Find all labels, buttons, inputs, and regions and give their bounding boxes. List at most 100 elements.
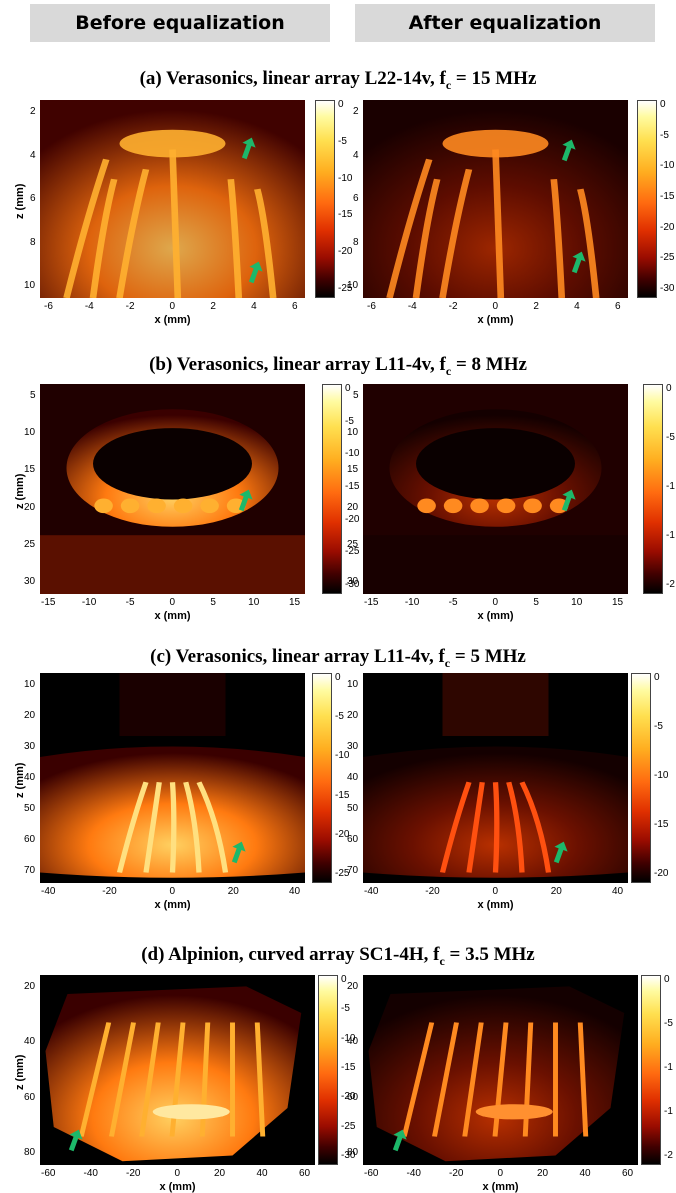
- panel-a-after-x-label: x (mm): [477, 314, 514, 326]
- panel-c-after-image: [363, 673, 628, 883]
- panel-d-after-colorbar-tick: -1: [664, 1062, 673, 1073]
- hepatic-vessel-4: [196, 781, 229, 873]
- panel-d-after-colorbar-tick: -2: [664, 1150, 673, 1161]
- panel-a-before-x-tick: 0: [169, 301, 176, 312]
- panel-b-after-x-tick: -5: [448, 597, 458, 608]
- panel-b-after-x-tick: -15: [364, 597, 379, 608]
- panel-a-after-colorbar-tick: -15: [660, 191, 675, 202]
- panel-a-after-z-tick: 2: [353, 106, 359, 117]
- green-arrow-icon: [392, 1129, 407, 1152]
- panel-b-after-z-tick: 5: [353, 390, 359, 401]
- ultrasound-image-svg: [40, 975, 315, 1165]
- green-arrow-shape: [248, 261, 263, 284]
- panel-a-before-colorbar: [315, 100, 335, 298]
- deep-tissue: [363, 535, 628, 594]
- panel-a-before-x-tick: 6: [292, 301, 298, 312]
- panel-d-before-x-tick: -20: [126, 1168, 141, 1179]
- organ-vessel-4: [199, 1022, 211, 1137]
- cortical-vessel-4: [523, 498, 542, 514]
- vessel-1: [116, 168, 150, 298]
- panel-d-before-colorbar-tick: -30: [341, 1150, 356, 1161]
- panel-d-before-x-tick: 0: [174, 1168, 181, 1179]
- green-arrow-shape: [571, 251, 586, 274]
- panel-b-before-x-tick: -15: [41, 597, 56, 608]
- panel-a-before-colorbar-tick: -25: [338, 283, 353, 294]
- organ-vessel-1: [432, 1022, 459, 1137]
- panel-b-before-z-tick: 5: [30, 390, 36, 401]
- panel-a-before-x-tick: -6: [44, 301, 53, 312]
- panel-c-before-z-tick: 30: [24, 741, 36, 752]
- panel-c-before-colorbar-tick: -5: [335, 711, 344, 723]
- panel-a-before-z-tick: 4: [30, 149, 36, 161]
- panel-d-before-x-label: x (mm): [159, 1181, 196, 1193]
- panel-title-subscript: c: [444, 655, 451, 670]
- panel-c-before-x-tick: -40: [41, 886, 56, 897]
- panel-c-after-x-tick: -40: [364, 886, 379, 897]
- panel-a-after-colorbar-tick: -10: [660, 160, 675, 172]
- panel-a-before-colorbar-tick: -10: [338, 172, 353, 184]
- vessel-0: [63, 158, 110, 298]
- panel-c-before-colorbar: [312, 673, 332, 883]
- near-field: [442, 673, 549, 736]
- panel-b-z-label: z (mm): [14, 473, 26, 509]
- panel-c-before-colorbar-tick: -10: [335, 750, 350, 762]
- ultrasound-image-svg: [363, 975, 638, 1165]
- panel-a-before-x-label: x (mm): [154, 314, 191, 326]
- vessel-2: [492, 149, 505, 298]
- panel-a-after-colorbar: [637, 100, 657, 298]
- panel-a-after-x-tick: 0: [492, 301, 499, 312]
- panel-d-after-colorbar-tick: -5: [664, 1018, 673, 1029]
- large-vessel: [475, 1104, 553, 1120]
- organ-vessel-2: [139, 1022, 161, 1137]
- panel-d-before-colorbar-tick: -5: [341, 1003, 350, 1015]
- organ-vessel-6: [254, 1022, 266, 1137]
- organ-vessel-1: [109, 1022, 136, 1137]
- organ-vessel-4: [522, 1022, 534, 1137]
- panel-a-after-z-tick: 8: [353, 236, 359, 248]
- panel-a-after-z-tick: 6: [353, 193, 359, 204]
- panel-a-after-colorbar-tick: -5: [660, 129, 669, 141]
- cortical-vessel-1: [443, 498, 463, 514]
- panel-b-after-x-tick: 15: [612, 597, 624, 608]
- panel-c-after-x-tick: 0: [492, 886, 499, 897]
- green-arrow-icon: [241, 137, 256, 160]
- vessel-1: [439, 168, 473, 298]
- green-arrow-icon: [231, 841, 246, 864]
- superficial-vessel-cluster: [442, 129, 549, 158]
- panel-c-before-colorbar-tick: -20: [335, 828, 350, 840]
- panel-c-before-z-tick: 20: [24, 710, 36, 721]
- hepatic-vessel-3: [506, 781, 525, 873]
- organ-vessel-3: [492, 1022, 509, 1137]
- panel-b-before-colorbar-tick: 0: [345, 383, 351, 394]
- panel-b-after-z-tick: 20: [347, 501, 359, 513]
- panel-title-subscript: c: [445, 363, 452, 378]
- panel-c-before-colorbar-tick: -15: [335, 789, 350, 801]
- panel-b-before-x-tick: 15: [289, 597, 301, 608]
- green-arrow-shape: [68, 1129, 83, 1152]
- panel-d-before-colorbar: [318, 975, 338, 1165]
- panel-title-subscript: c: [439, 953, 445, 968]
- panel-c-before-image: [40, 673, 305, 883]
- panel-title-subscript: c: [445, 77, 452, 92]
- panel-d-after-x-tick: -40: [406, 1168, 421, 1179]
- panel-c-after-x-tick: 20: [550, 886, 562, 897]
- near-field: [119, 673, 226, 736]
- panel-a-before-x-tick: 2: [210, 301, 216, 312]
- panel-title-suffix: = 8 MHz: [451, 354, 527, 375]
- organ-vessel-0: [401, 1022, 435, 1137]
- panel-a-before-image: [40, 100, 305, 298]
- ultrasound-image-svg: [40, 384, 305, 594]
- green-arrow-shape: [561, 489, 576, 512]
- green-arrow-shape: [238, 489, 253, 512]
- panel-d-after-x-tick: 60: [622, 1168, 634, 1179]
- panel-c-after-colorbar-tick: -20: [654, 868, 669, 879]
- panel-title-suffix: = 15 MHz: [451, 68, 537, 89]
- panel-b-before-colorbar-tick: -30: [345, 579, 360, 590]
- panel-d-after-colorbar: [641, 975, 661, 1165]
- panel-a-after-x-tick: 2: [533, 301, 539, 312]
- panel-a-after-colorbar-tick: 0: [660, 99, 666, 110]
- panel-c-after-z-tick: 70: [347, 865, 359, 876]
- panel-a-after-colorbar-tick: -25: [660, 252, 675, 264]
- green-arrow-shape: [231, 841, 246, 864]
- panel-b-before-colorbar: [322, 384, 342, 594]
